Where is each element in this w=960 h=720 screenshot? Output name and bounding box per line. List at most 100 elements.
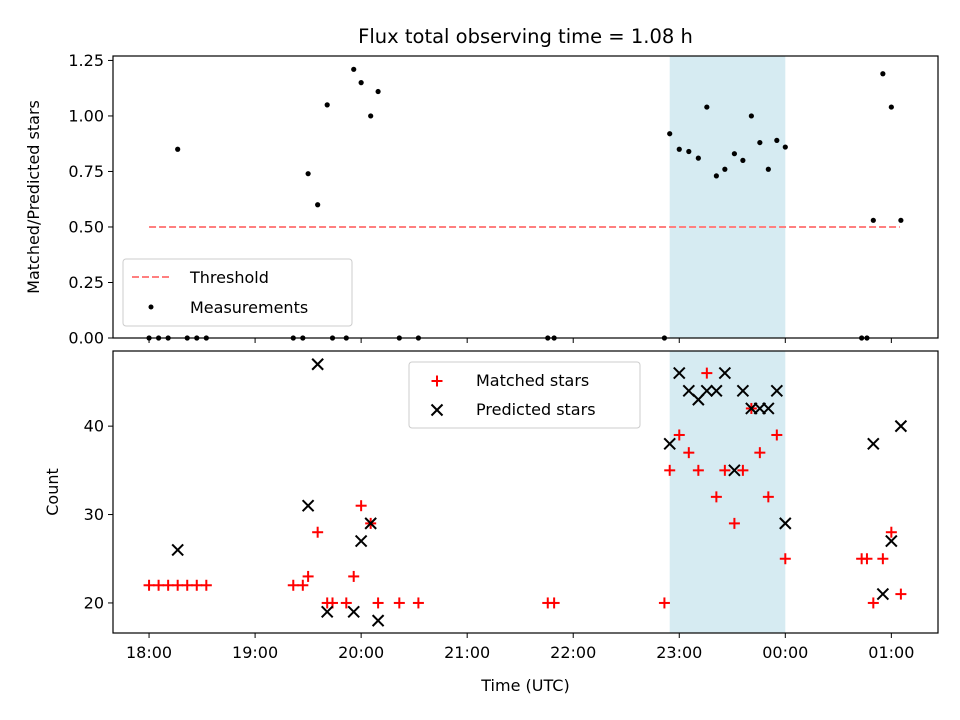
count-legend: Matched stars Predicted stars — [408, 361, 641, 429]
matched-star-point — [673, 429, 685, 441]
matched-star-point — [895, 588, 907, 600]
measurement-point — [667, 131, 673, 137]
predicted-star-point — [710, 384, 723, 397]
ratio-panel: 0.00 0.25 0.50 0.75 1.00 1.25 Flux total obse… — [24, 25, 939, 348]
time-x-tick-label: 19:00 — [232, 643, 278, 662]
predicted-star-point — [171, 543, 184, 557]
predicted-star-point — [673, 366, 686, 380]
predicted-star-point — [770, 384, 784, 397]
measurement-point — [686, 148, 692, 155]
matched-star-point — [302, 570, 314, 582]
matched-star-point — [172, 579, 184, 591]
measurement-point — [740, 157, 746, 163]
count-legend-box — [408, 361, 641, 429]
time-x-tick-label: 01:00 — [868, 643, 914, 662]
matched-star-point — [877, 553, 889, 565]
time-x-tick-label: 23:00 — [656, 643, 702, 662]
matched-legend-label: Matched stars — [476, 371, 589, 390]
chart-title: Flux total observing time = 1.08 h — [358, 25, 693, 48]
ratio-y-tick-label: 0.00 — [68, 329, 104, 348]
predicted-star-point — [320, 605, 334, 618]
count-y-tick-label: 20 — [84, 593, 104, 612]
measurement-point — [375, 88, 381, 95]
measurement-point — [722, 166, 728, 172]
measurement-point — [713, 173, 719, 179]
count-observing-span — [669, 351, 786, 633]
measurement-point — [324, 102, 330, 108]
time-x-tick-label: 20:00 — [338, 643, 384, 662]
matched-star-point — [664, 464, 676, 476]
measurement-point — [175, 146, 181, 152]
time-x-axis-label: Time (UTC) — [480, 676, 569, 695]
predicted-star-point — [894, 419, 908, 433]
time-x-tick-label: 18:00 — [126, 643, 172, 662]
predicted-star-point — [728, 464, 741, 477]
matched-star-point — [412, 597, 424, 609]
matched-star-point — [153, 579, 165, 591]
predicted-star-point — [762, 402, 775, 415]
predicted-star-point — [700, 384, 714, 397]
predicted-star-point — [885, 534, 898, 548]
ratio-y-tick-label: 0.50 — [68, 217, 104, 236]
time-x-tick-label: 21:00 — [444, 643, 490, 662]
predicted-star-point — [347, 605, 360, 618]
matched-star-point — [372, 597, 384, 609]
predicted-star-point — [867, 437, 880, 451]
predicted-legend-swatch — [430, 403, 444, 417]
measurement-point — [315, 202, 321, 208]
ratio-legend-box — [122, 258, 353, 327]
measurement-point — [757, 139, 763, 146]
measurement-point — [695, 155, 701, 161]
matched-star-point — [771, 429, 783, 441]
matched-star-point — [701, 367, 713, 379]
predicted-star-point — [364, 517, 377, 530]
matched-star-point — [728, 517, 740, 529]
matched-legend-swatch — [431, 375, 443, 387]
matched-star-point — [287, 579, 299, 591]
measurements-legend-label: Measurements — [190, 298, 308, 317]
matched-star-point — [719, 464, 731, 476]
matched-star-point — [355, 500, 367, 512]
matched-star-point — [710, 491, 722, 503]
ratio-y-tick-label: 1.00 — [68, 106, 104, 125]
predicted-star-point — [311, 358, 324, 371]
matched-legend-marker — [431, 375, 443, 387]
matched-star-point — [340, 597, 352, 609]
matched-star-point — [885, 526, 897, 538]
count-panel-frame — [112, 350, 939, 634]
measurement-point — [782, 144, 788, 150]
ratio-y-tick-label: 0.75 — [68, 162, 104, 181]
measurement-point — [358, 80, 364, 86]
matched-star-point — [754, 447, 766, 459]
ratio-observing-span — [669, 56, 786, 338]
matched-star-point — [683, 447, 695, 459]
measurement-point — [765, 166, 771, 172]
measurement-point — [748, 113, 754, 119]
measurement-point — [774, 137, 780, 143]
measurement-point — [351, 66, 357, 72]
count-panel: 20 30 40 18:00 19:00 20:00 21:00 22:00 23:00 00:… — [43, 350, 939, 695]
ratio-y-axis-label: Matched/Predicted stars — [24, 100, 43, 294]
measurement-point — [731, 151, 738, 157]
matched-star-point — [867, 597, 879, 609]
matched-star-point — [162, 579, 174, 591]
matched-star-point — [348, 570, 360, 582]
ratio-y-tick-label: 1.25 — [68, 51, 104, 70]
measurement-point — [305, 171, 311, 177]
predicted-star-point — [354, 534, 368, 548]
predicted-legend-marker — [430, 403, 444, 417]
measurement-point — [676, 146, 682, 152]
predicted-legend-label: Predicted stars — [476, 400, 596, 419]
matched-star-point — [181, 579, 193, 591]
matched-star-point — [200, 579, 212, 591]
predicted-star-point — [371, 614, 385, 627]
count-y-tick-label: 30 — [84, 505, 104, 524]
ratio-legend: Threshold Measurements — [122, 258, 353, 327]
predicted-star-point — [663, 437, 676, 451]
predicted-star-point — [779, 517, 792, 530]
matched-star-point — [393, 597, 405, 609]
matched-star-point — [658, 597, 670, 609]
measurements-legend-swatch — [148, 304, 154, 310]
measurement-point — [888, 104, 894, 110]
